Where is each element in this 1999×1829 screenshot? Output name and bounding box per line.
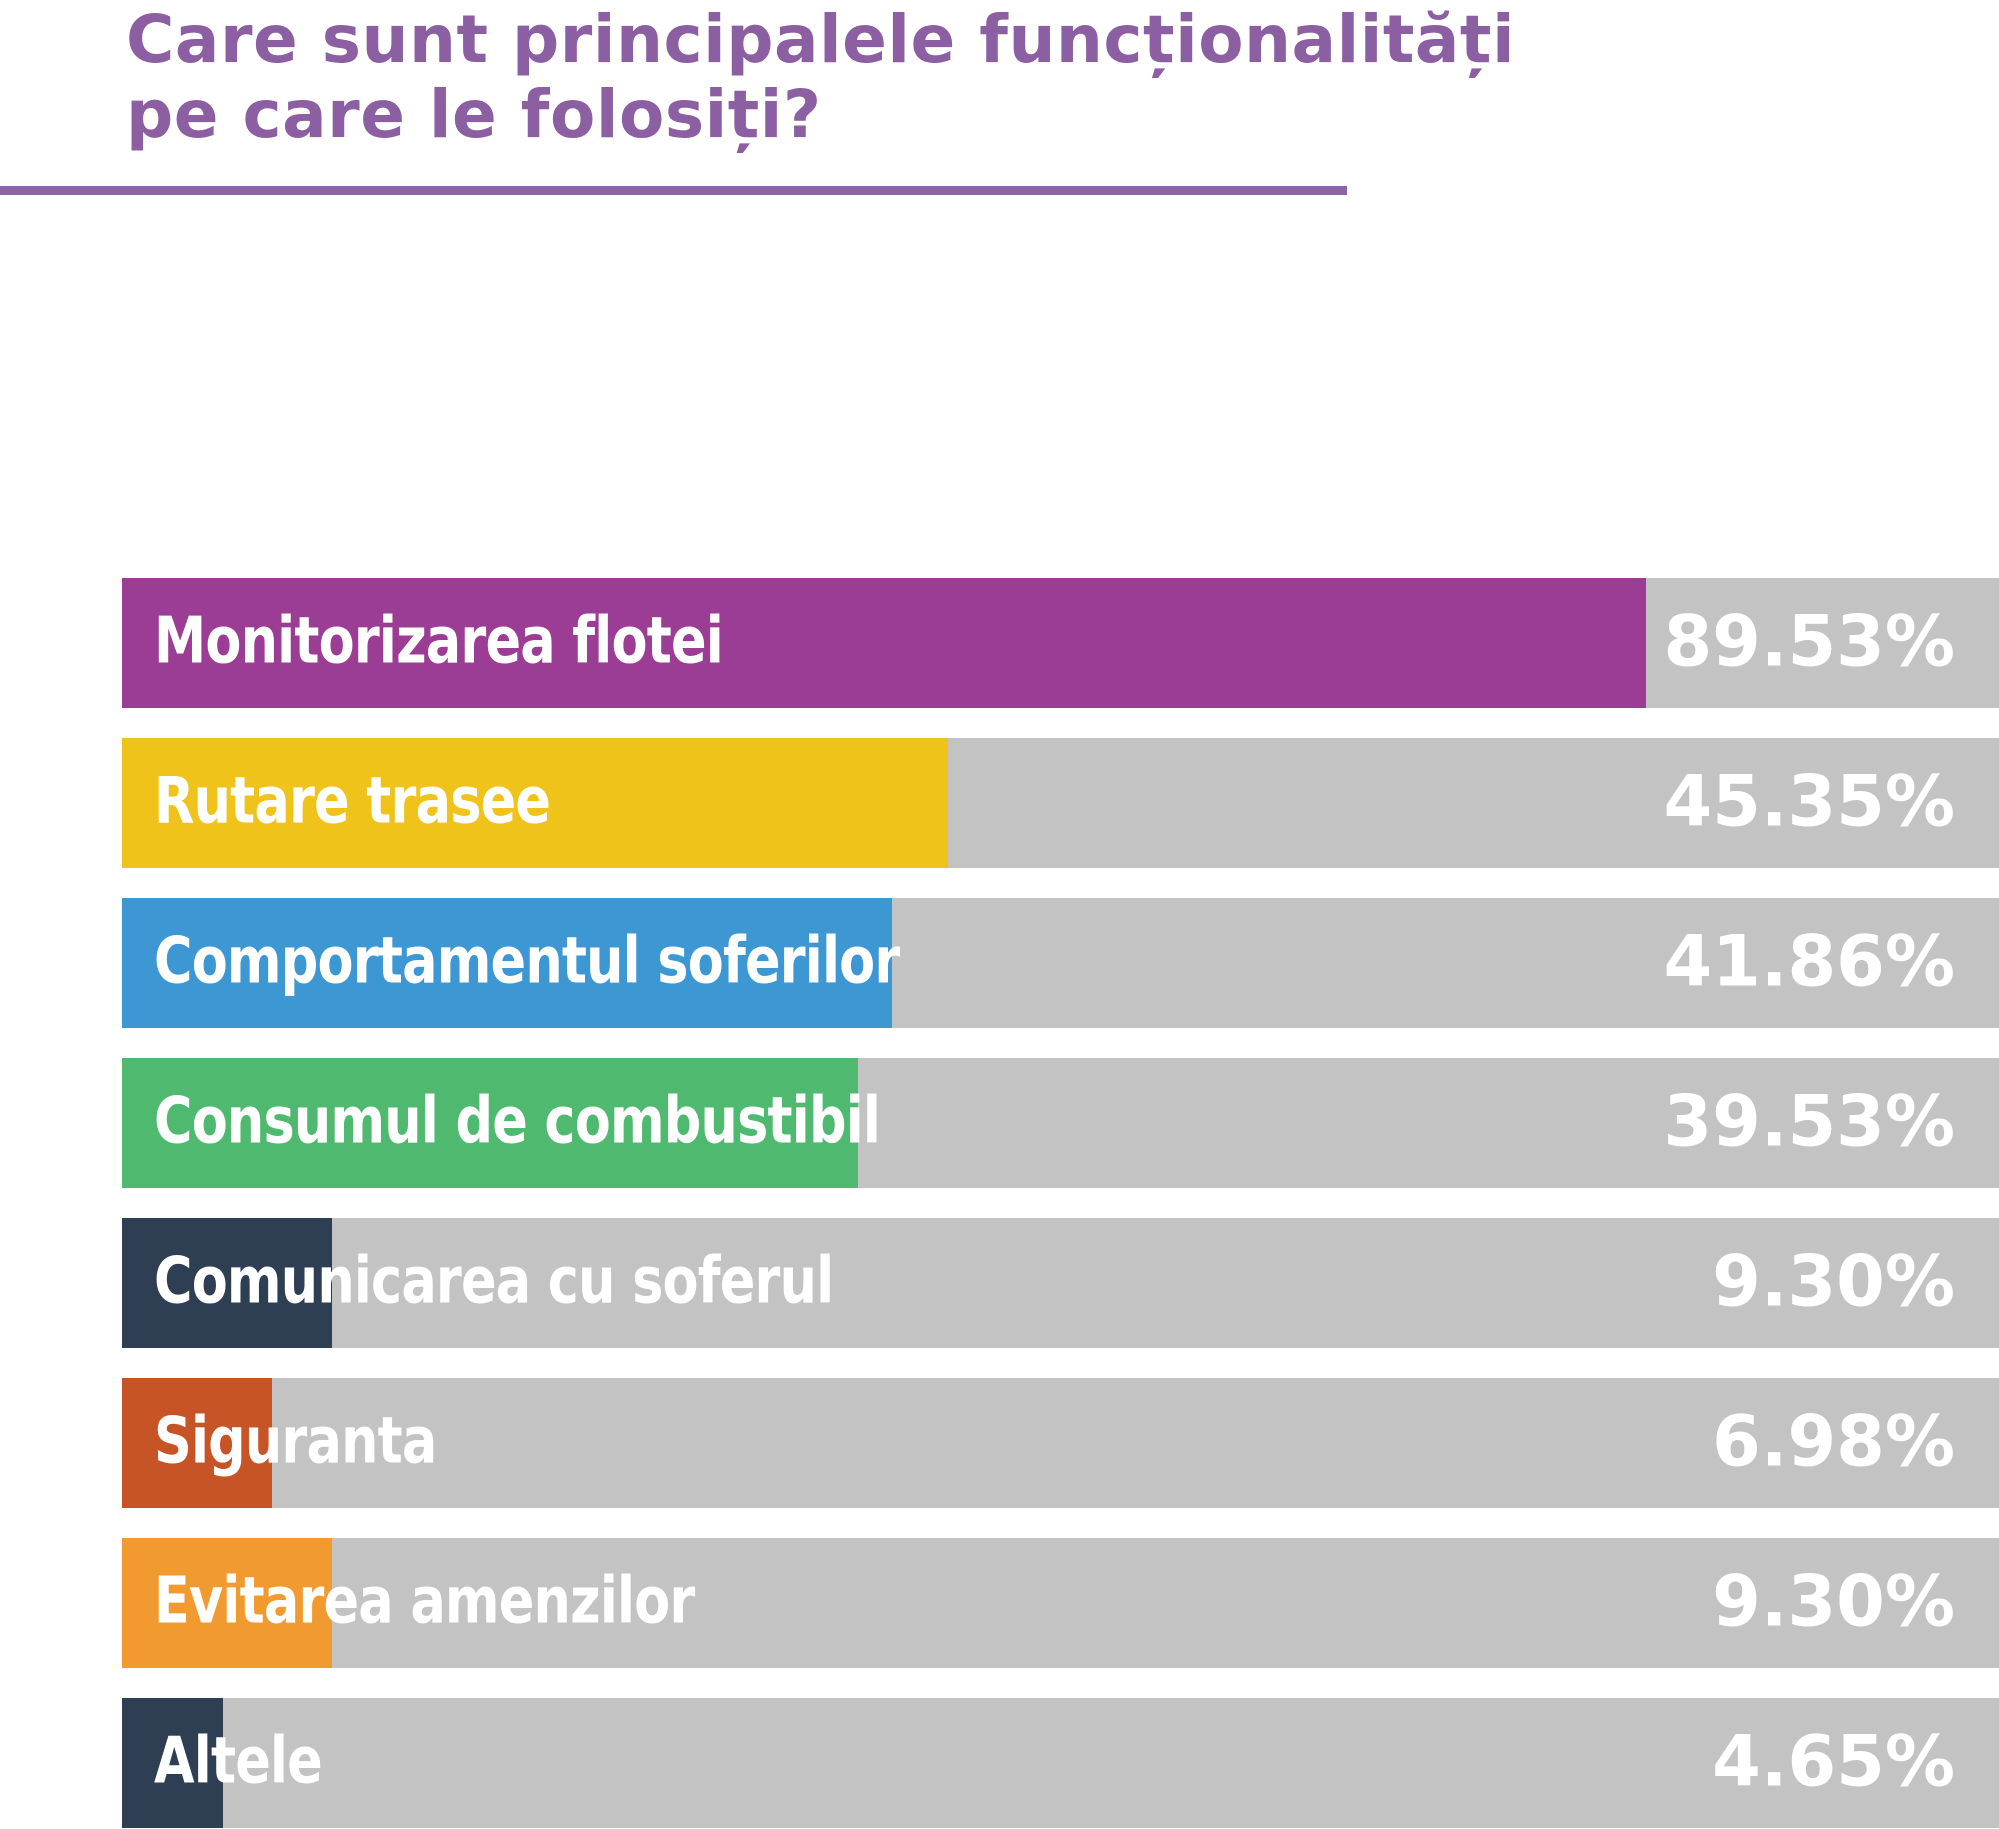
bar-track	[122, 1698, 1999, 1828]
bar-track	[122, 1378, 1999, 1508]
title-underline-rule	[0, 186, 1347, 195]
bar-category-label: Comportamentul soferilor	[154, 924, 900, 999]
bar-track	[122, 1218, 1999, 1348]
bar-fill	[122, 898, 892, 1028]
bar-row-comunicarea-cu-soferul: Comunicarea cu soferul 9.30%	[122, 1218, 1999, 1348]
bar-fill	[122, 578, 1647, 708]
bar-value-label: 6.98%	[1712, 1400, 1955, 1483]
bar-category-label: Consumul de combustibil	[154, 1084, 881, 1159]
bar-value-label: 9.30%	[1712, 1240, 1955, 1323]
bar-chart: Monitorizarea flotei 89.53% Rutare trase…	[122, 578, 1999, 1828]
chart-title: Care sunt principalele funcționalități p…	[126, 1, 1516, 154]
bar-fill	[122, 1378, 273, 1508]
bar-fill	[122, 1218, 333, 1348]
bar-fill	[122, 1538, 333, 1668]
bar-row-comportamentul-soferilor: Comportamentul soferilor 41.86%	[122, 898, 1999, 1028]
bar-category-label: Rutare trasee	[154, 764, 551, 839]
bar-fill	[122, 738, 948, 868]
bar-row-monitorizarea-flotei: Monitorizarea flotei 89.53%	[122, 578, 1999, 708]
bar-value-label: 89.53%	[1663, 600, 1955, 683]
bar-category-label: Siguranta	[154, 1404, 437, 1479]
bar-row-evitarea-amenzilor: Evitarea amenzilor 9.30%	[122, 1538, 1999, 1668]
bar-category-label: Comunicarea cu soferul	[154, 1244, 834, 1319]
bar-category-label: Evitarea amenzilor	[154, 1564, 695, 1639]
bar-row-siguranta: Siguranta 6.98%	[122, 1378, 1999, 1508]
bar-category-label: Altele	[154, 1724, 323, 1799]
bar-value-label: 45.35%	[1663, 760, 1955, 843]
bar-row-consumul-de-combustibil: Consumul de combustibil 39.53%	[122, 1058, 1999, 1188]
bar-fill	[122, 1058, 858, 1188]
bar-value-label: 9.30%	[1712, 1560, 1955, 1643]
bar-row-altele: Altele 4.65%	[122, 1698, 1999, 1828]
bar-track	[122, 1538, 1999, 1668]
bar-value-label: 41.86%	[1663, 920, 1955, 1003]
bar-fill	[122, 1698, 224, 1828]
bar-value-label: 4.65%	[1712, 1720, 1955, 1803]
bar-category-label: Monitorizarea flotei	[154, 604, 724, 679]
bar-row-rutare-trasee: Rutare trasee 45.35%	[122, 738, 1999, 868]
bar-value-label: 39.53%	[1663, 1080, 1955, 1163]
